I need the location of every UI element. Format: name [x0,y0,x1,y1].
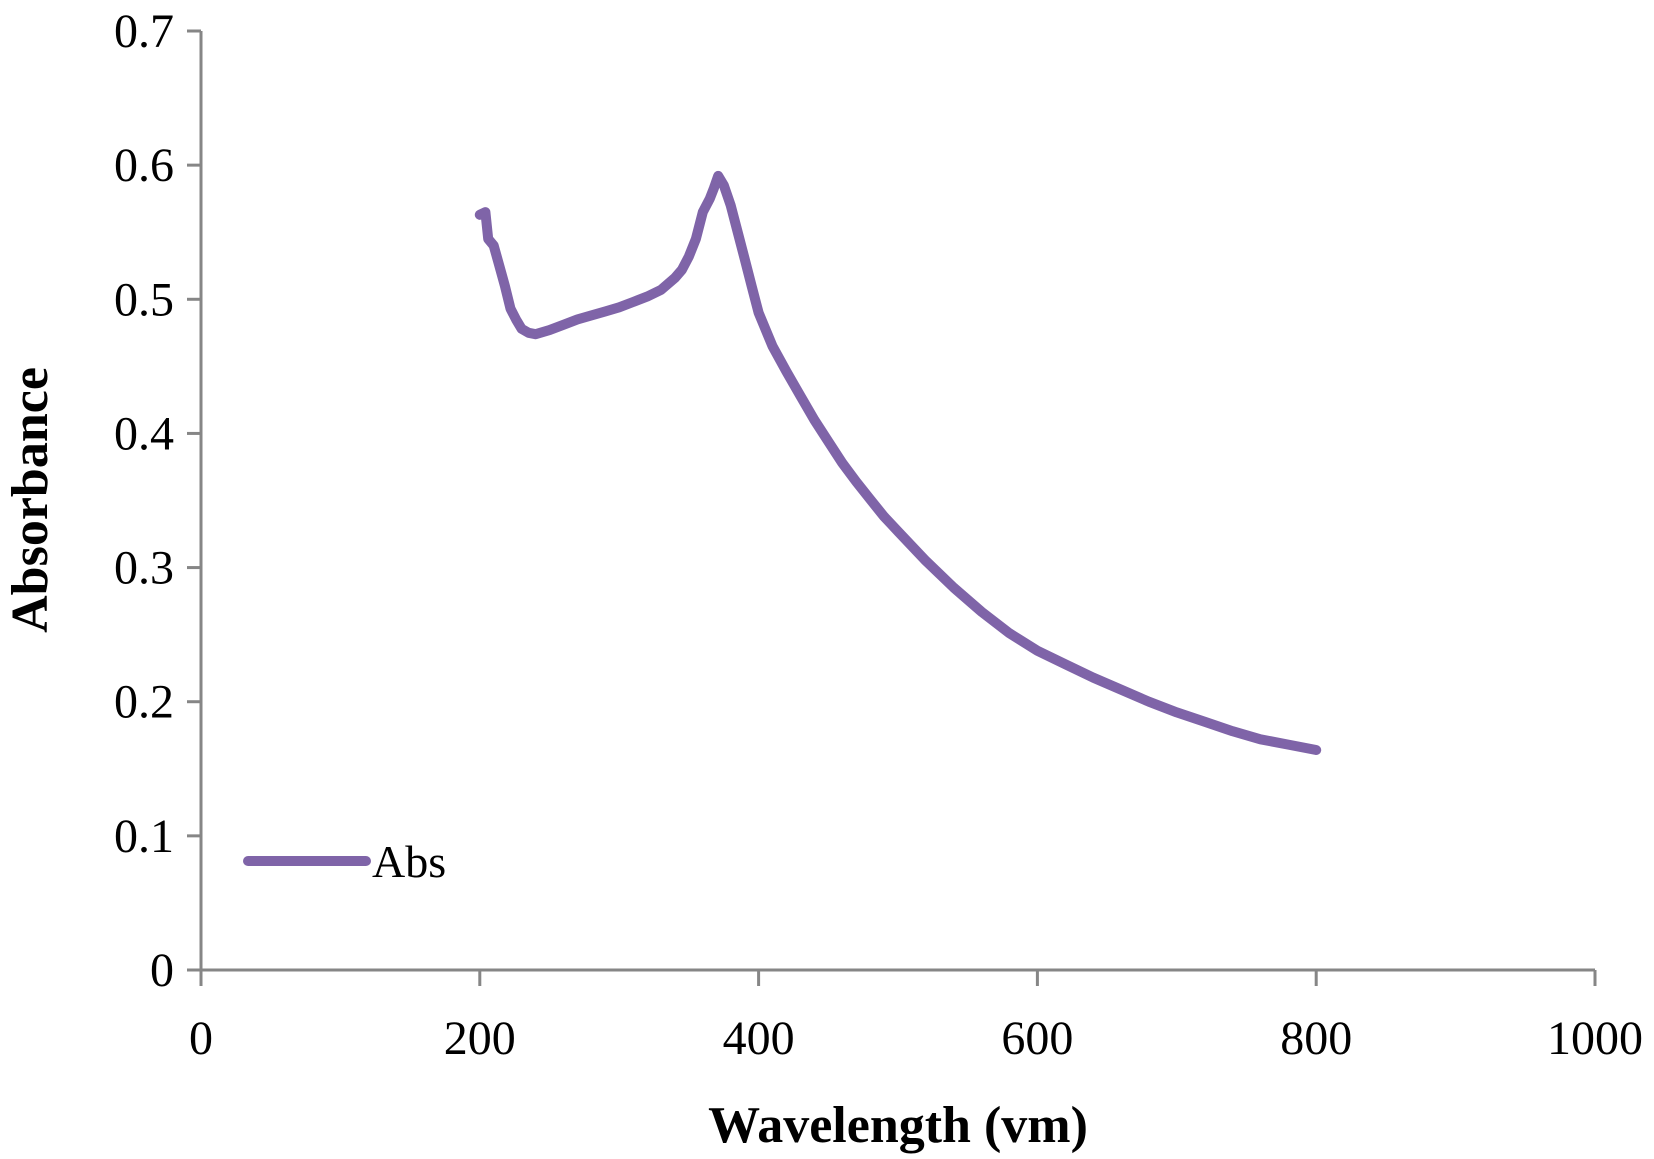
x-axis: 0 200 400 600 800 1000 [189,968,1643,1065]
y-axis: 0 0.1 0.2 0.3 0.4 0.5 0.6 0.7 [114,5,203,997]
y-axis-title: Absorbance [2,367,59,633]
x-axis-ticks: 0 200 400 600 800 1000 [189,970,1643,1065]
y-tick-label: 0 [150,944,174,997]
y-tick-label: 0.5 [114,273,174,326]
y-tick-label: 0.3 [114,542,174,595]
y-tick-label: 0.7 [114,5,174,58]
legend-label-abs: Abs [372,836,446,887]
x-tick-label: 400 [723,1012,795,1065]
x-tick-label: 200 [444,1012,516,1065]
x-axis-title: Wavelength (vm) [708,1097,1088,1154]
legend: Abs [243,836,446,887]
y-axis-ticks: 0 0.1 0.2 0.3 0.4 0.5 0.6 0.7 [114,5,201,997]
series-layer [474,170,1322,755]
y-tick-label: 0.1 [114,810,174,863]
series-line-abs [474,170,1322,755]
x-tick-label: 800 [1280,1012,1352,1065]
y-tick-label: 0.2 [114,676,174,729]
x-tick-label: 600 [1001,1012,1073,1065]
x-tick-label: 0 [189,1012,213,1065]
y-tick-label: 0.6 [114,139,174,192]
x-tick-label: 1000 [1547,1012,1643,1065]
y-tick-label: 0.4 [114,407,174,460]
